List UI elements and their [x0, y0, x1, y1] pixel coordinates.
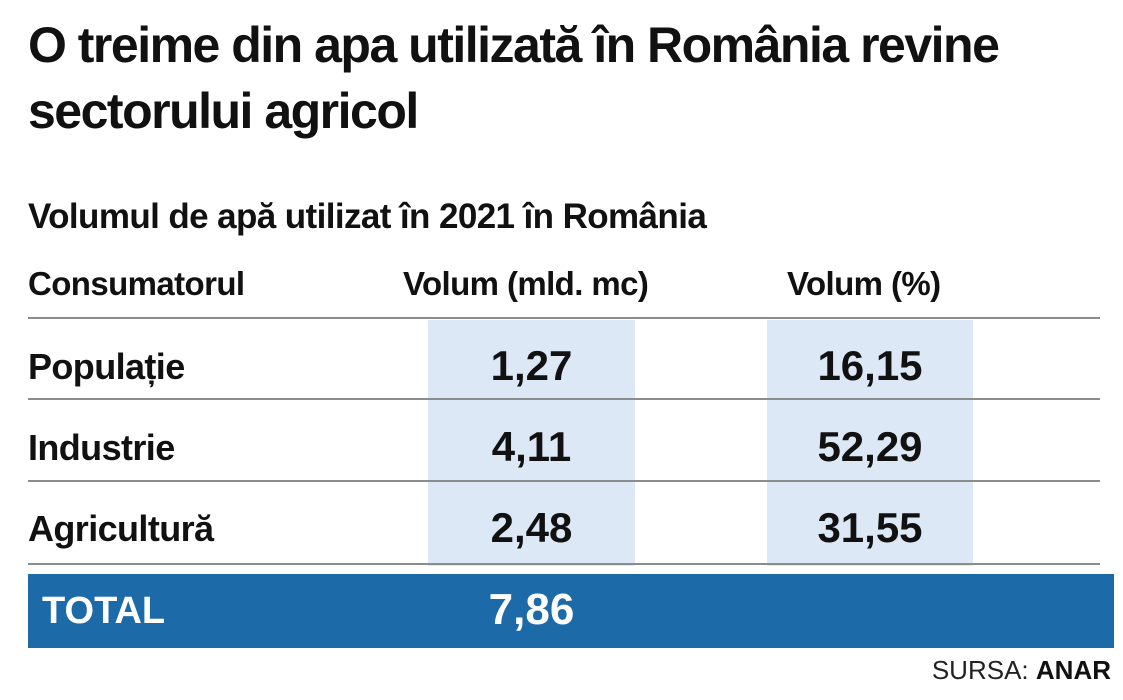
total-row: TOTAL 7,86	[28, 574, 1114, 648]
row-divider	[28, 563, 1100, 565]
header-percent: Volum (%)	[787, 265, 941, 302]
value-volume-populatie: 1,27	[490, 342, 573, 389]
value-volume-industrie: 4,11	[491, 423, 572, 470]
chart-subtitle: Volumul de apă utilizat în 2021 în Român…	[28, 197, 707, 236]
source-prefix: SURSA:	[931, 655, 1029, 685]
header-consumer: Consumatorul	[28, 265, 245, 302]
value-volume-agricultura: 2,48	[490, 504, 573, 551]
source-credit: SURSA: ANAR	[932, 652, 1111, 688]
header-divider	[28, 317, 1100, 319]
chart-title: O treime din apa utilizată în România re…	[28, 17, 1000, 139]
value-percent-industrie: 52,29	[817, 423, 923, 470]
volume-column-highlight	[428, 320, 635, 566]
value-percent-populatie: 16,15	[817, 342, 923, 389]
row-divider	[28, 480, 1100, 482]
percent-column-highlight	[767, 320, 973, 566]
total-volume-value: 7,86	[488, 585, 575, 634]
row-label-agricultura: Agricultură	[28, 508, 214, 549]
row-label-populatie: Populație	[28, 346, 185, 387]
row-divider	[28, 398, 1100, 400]
row-label-industrie: Industrie	[28, 427, 175, 468]
value-percent-agricultura: 31,55	[817, 504, 923, 551]
source-name: ANAR	[1035, 655, 1111, 685]
total-label: TOTAL	[42, 590, 166, 632]
header-volume: Volum (mld. mc)	[403, 265, 649, 302]
